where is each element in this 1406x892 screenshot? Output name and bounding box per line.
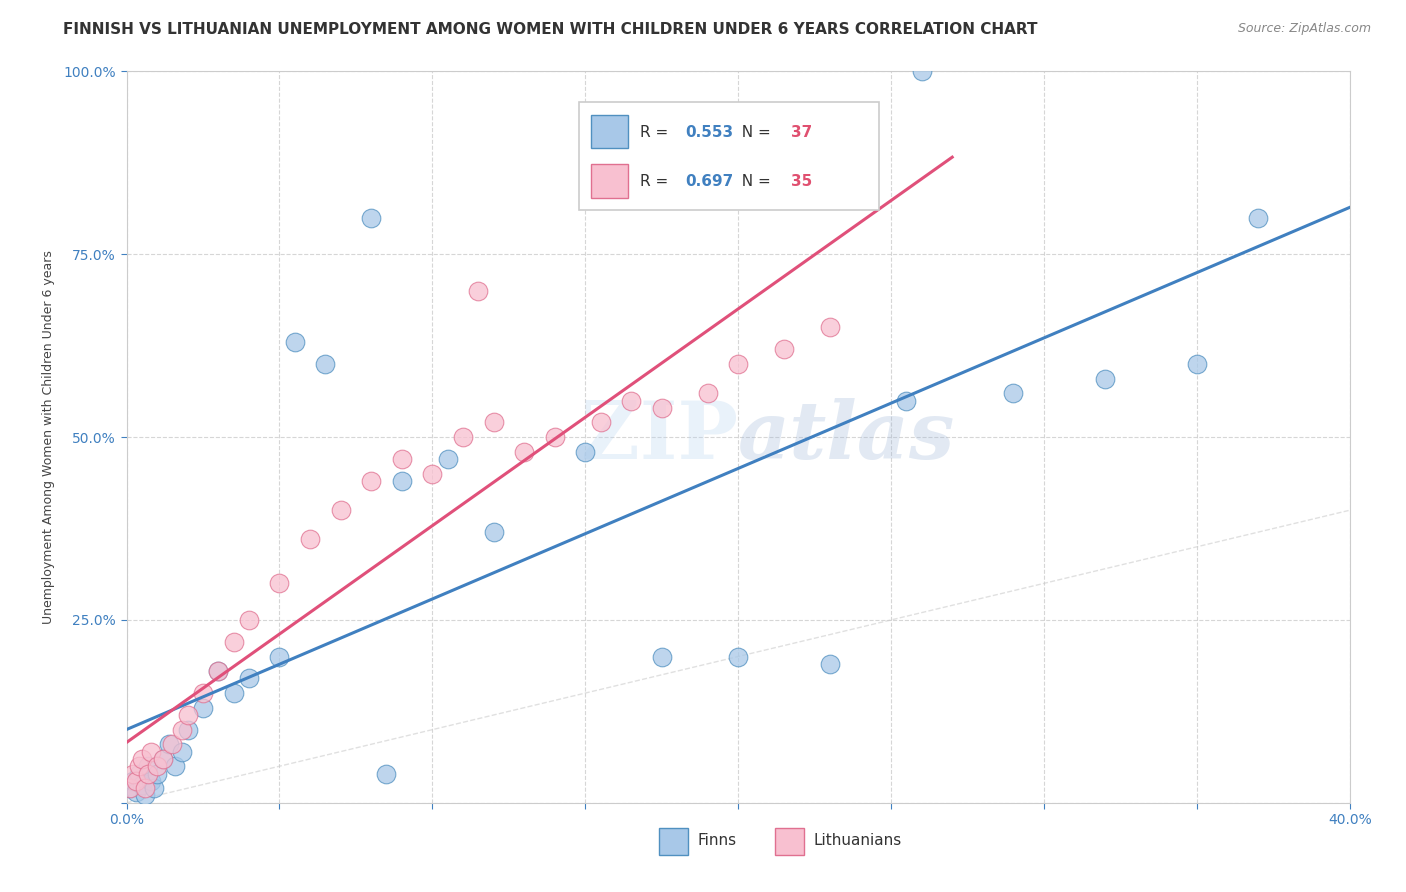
Point xyxy=(191,686,214,700)
Point xyxy=(482,416,505,430)
FancyBboxPatch shape xyxy=(592,114,628,148)
FancyBboxPatch shape xyxy=(592,164,628,198)
Point xyxy=(136,766,159,780)
Point xyxy=(391,474,413,488)
Point xyxy=(177,708,200,723)
Point xyxy=(134,789,156,803)
Text: FINNISH VS LITHUANIAN UNEMPLOYMENT AMONG WOMEN WITH CHILDREN UNDER 6 YEARS CORRE: FINNISH VS LITHUANIAN UNEMPLOYMENT AMONG… xyxy=(63,22,1038,37)
Point xyxy=(451,430,474,444)
Point xyxy=(314,357,336,371)
Point xyxy=(589,416,612,430)
Point xyxy=(207,664,229,678)
Point xyxy=(727,357,749,371)
Point xyxy=(467,284,489,298)
Point xyxy=(191,700,214,714)
Point xyxy=(157,737,180,751)
Point xyxy=(911,64,934,78)
Point xyxy=(513,444,536,458)
Point xyxy=(896,393,918,408)
Point xyxy=(269,576,291,591)
Point xyxy=(1094,371,1116,385)
Y-axis label: Unemployment Among Women with Children Under 6 years: Unemployment Among Women with Children U… xyxy=(42,250,55,624)
Point xyxy=(177,723,200,737)
Point xyxy=(818,320,841,334)
Point xyxy=(146,766,169,780)
Text: 37: 37 xyxy=(790,125,813,139)
Point xyxy=(152,752,174,766)
Point xyxy=(121,773,143,788)
Point xyxy=(651,649,673,664)
Text: N =: N = xyxy=(733,174,776,189)
Point xyxy=(165,759,187,773)
Point xyxy=(696,386,718,401)
FancyBboxPatch shape xyxy=(579,102,879,211)
Text: 0.697: 0.697 xyxy=(686,174,734,189)
Point xyxy=(118,781,141,796)
FancyBboxPatch shape xyxy=(775,828,804,855)
Point xyxy=(162,737,184,751)
Point xyxy=(143,781,166,796)
Point xyxy=(238,672,260,686)
Point xyxy=(773,343,796,357)
Point xyxy=(146,759,169,773)
Text: 0.553: 0.553 xyxy=(686,125,734,139)
Point xyxy=(1002,386,1025,401)
Point xyxy=(818,657,841,671)
Point xyxy=(574,444,596,458)
Point xyxy=(222,635,245,649)
Point xyxy=(118,781,141,796)
FancyBboxPatch shape xyxy=(658,828,688,855)
Text: R =: R = xyxy=(640,174,673,189)
Point xyxy=(152,752,174,766)
Point xyxy=(620,393,643,408)
Point xyxy=(125,785,148,799)
Point xyxy=(727,649,749,664)
Text: atlas: atlas xyxy=(738,399,956,475)
Point xyxy=(207,664,229,678)
Point xyxy=(1247,211,1270,225)
Point xyxy=(482,525,505,540)
Point xyxy=(136,759,159,773)
Point xyxy=(131,778,153,792)
Point xyxy=(139,745,162,759)
Point xyxy=(391,452,413,467)
Point xyxy=(651,401,673,415)
Point xyxy=(170,723,193,737)
Point xyxy=(238,613,260,627)
Point xyxy=(222,686,245,700)
Point xyxy=(121,766,143,780)
Text: Finns: Finns xyxy=(697,833,737,848)
Text: R =: R = xyxy=(640,125,673,139)
Text: 35: 35 xyxy=(790,174,813,189)
Point xyxy=(360,211,382,225)
Text: N =: N = xyxy=(733,125,776,139)
Point xyxy=(375,766,398,780)
Point xyxy=(134,781,156,796)
Point xyxy=(329,503,352,517)
Point xyxy=(131,752,153,766)
Point xyxy=(128,759,150,773)
Point xyxy=(139,773,162,788)
Point xyxy=(543,430,565,444)
Point xyxy=(170,745,193,759)
Point xyxy=(125,773,148,788)
Point xyxy=(422,467,444,481)
Point xyxy=(436,452,458,467)
Point xyxy=(360,474,382,488)
Point xyxy=(299,533,322,547)
Point xyxy=(284,334,307,349)
Point xyxy=(269,649,291,664)
Text: Source: ZipAtlas.com: Source: ZipAtlas.com xyxy=(1237,22,1371,36)
Text: Lithuanians: Lithuanians xyxy=(814,833,903,848)
Point xyxy=(128,766,150,780)
Text: ZIP: ZIP xyxy=(581,398,738,476)
Point xyxy=(1185,357,1208,371)
